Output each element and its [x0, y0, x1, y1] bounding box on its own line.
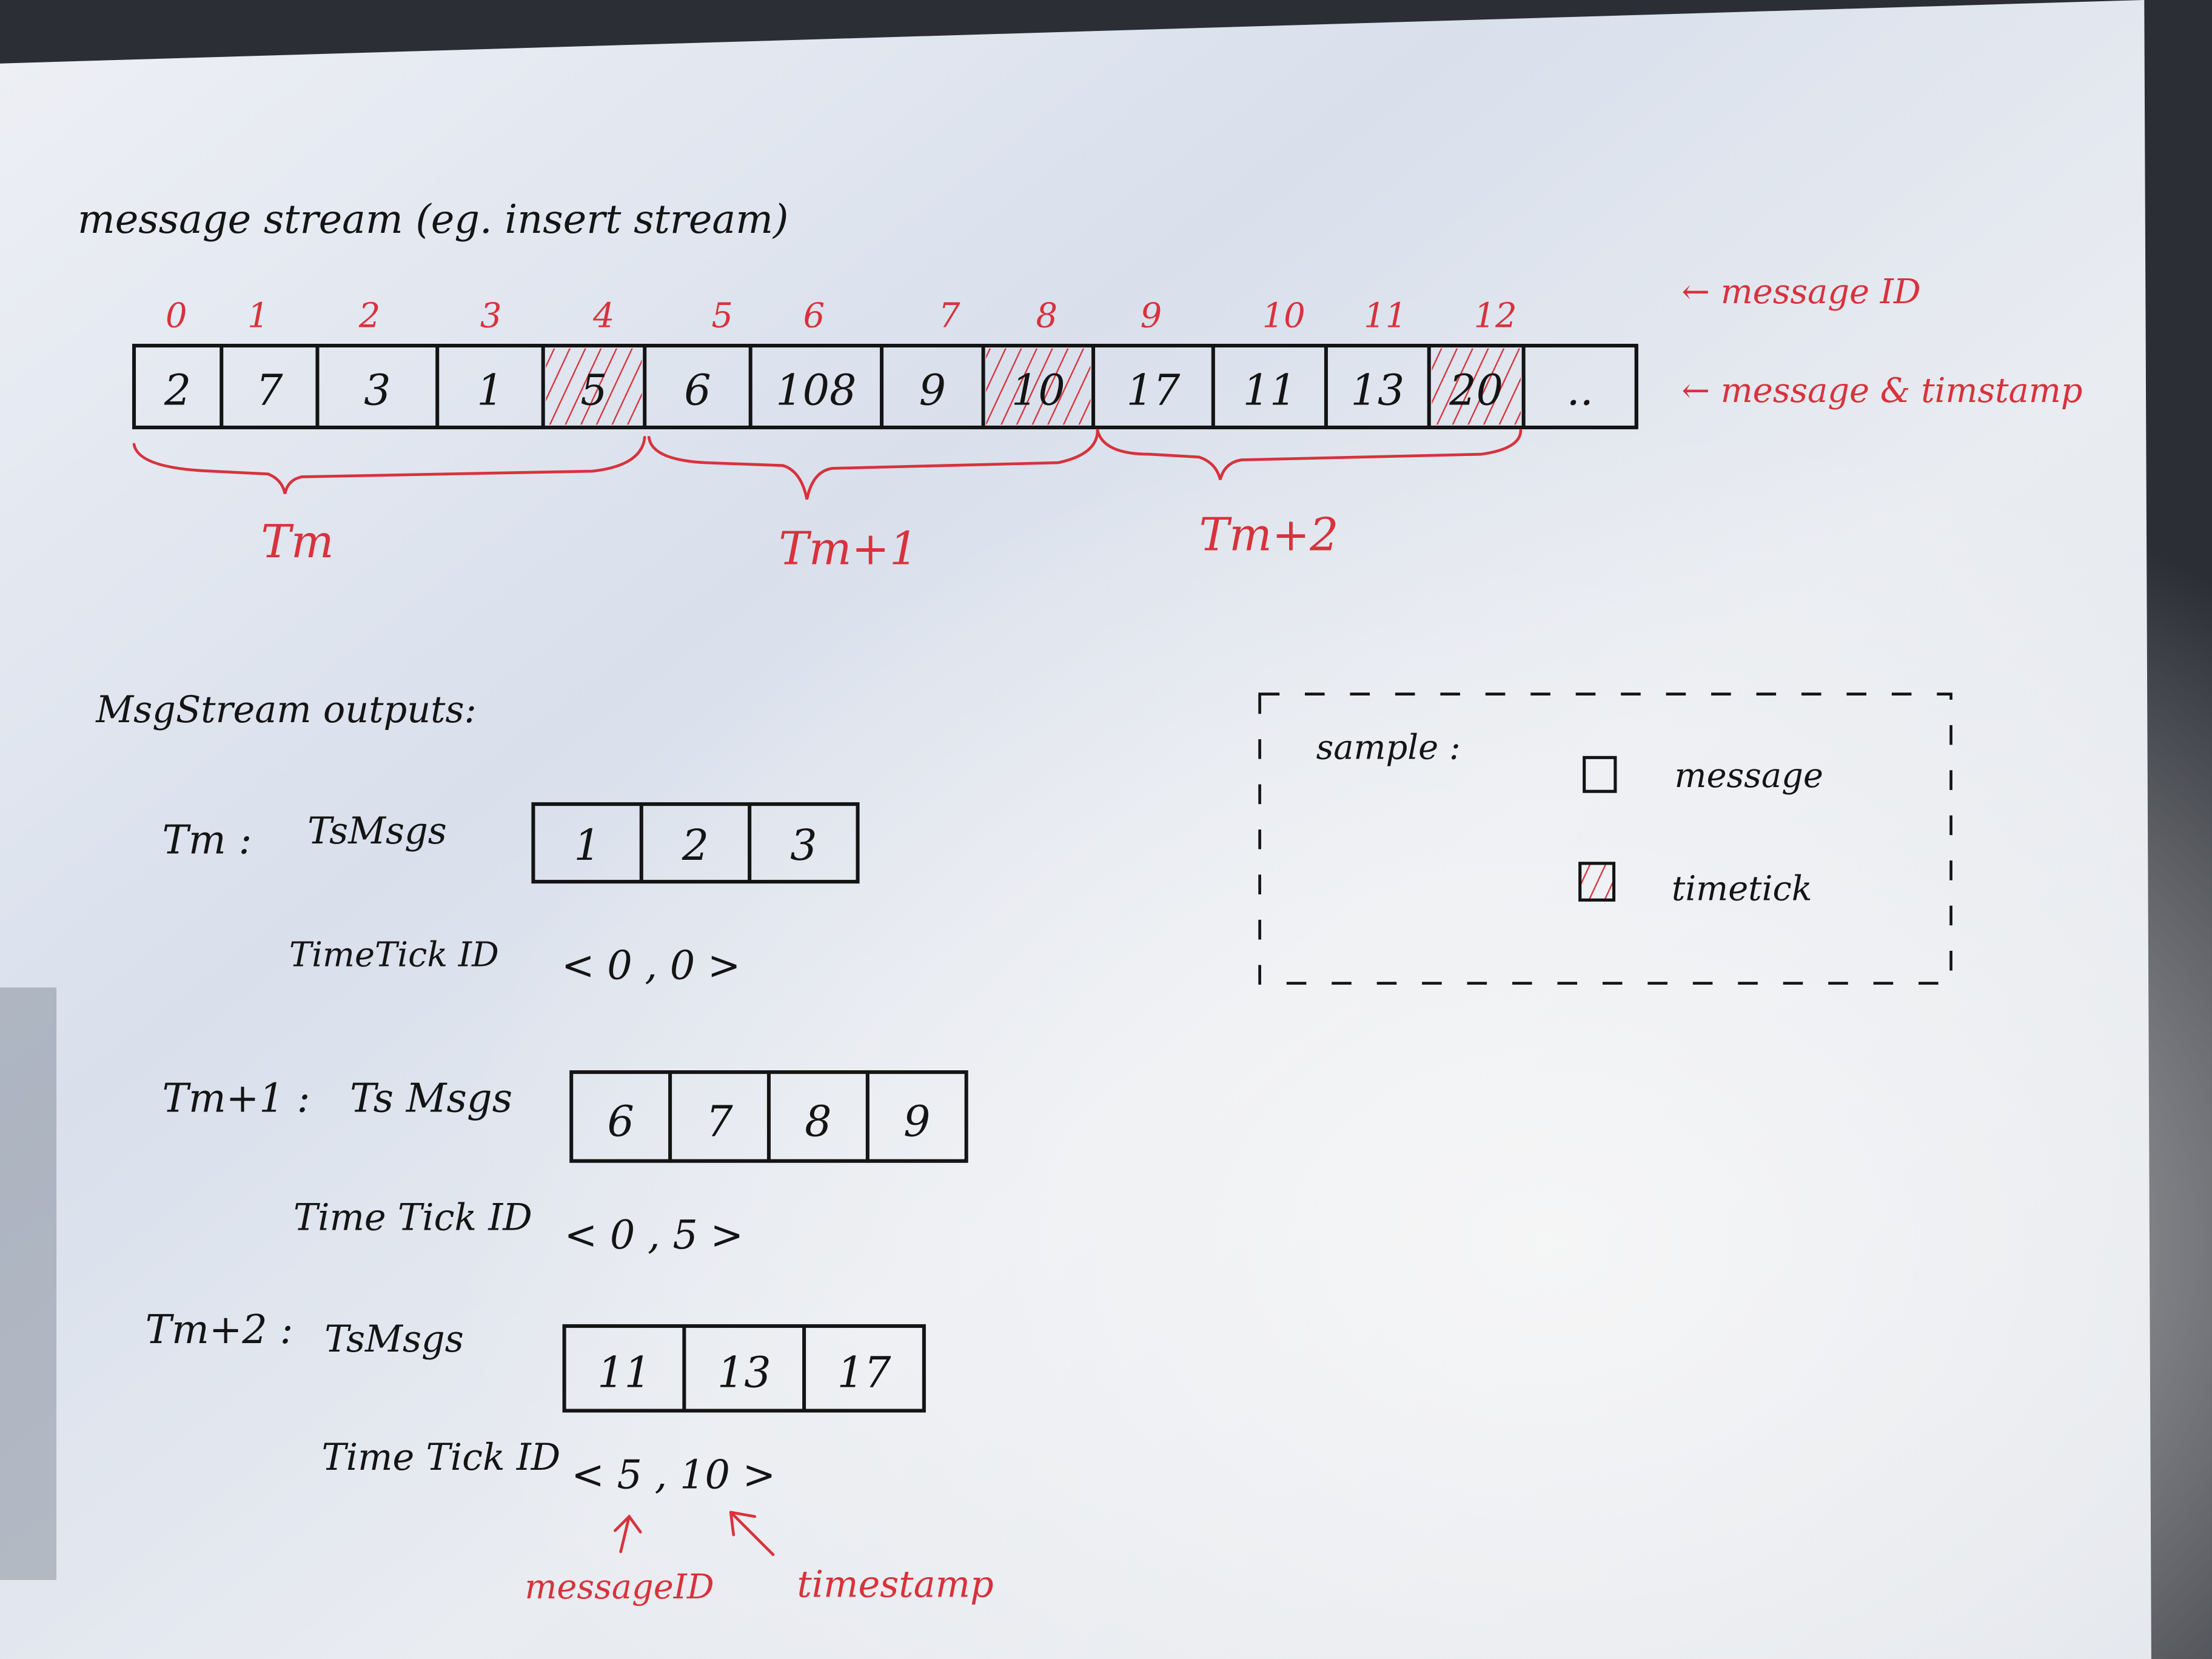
output-msg-value: 17 [837, 1348, 891, 1397]
cell-value: 20 [1449, 366, 1503, 415]
output-label-tm2: Tm+2 : [146, 1307, 293, 1353]
legend-box [1258, 692, 1952, 985]
message-id-row: 0 1 2 3 4 5 6 7 8 9 10 11 12 [166, 297, 1517, 336]
message-id-label: 0 [166, 297, 187, 336]
output-msg-value: 1 [574, 821, 600, 870]
output-msg-value: 9 [903, 1098, 930, 1147]
shadow [0, 987, 57, 1580]
cell-value: 2 [164, 366, 191, 415]
output-label-tm1: Tm+1 : [163, 1076, 310, 1121]
output-msgs-tm1: 6 7 8 9 [569, 1070, 968, 1163]
group-label-tm1: Tm+1 [779, 523, 918, 575]
message-id-annotation: ← message ID [1681, 272, 1920, 312]
message-square-icon [1583, 756, 1617, 793]
cell-value: 17 [1127, 366, 1181, 415]
message-id-label: 9 [1141, 297, 1162, 336]
cell-value: 5 [580, 366, 607, 415]
stream-outline [132, 343, 1638, 429]
timetick-label-tm2: Time Tick ID [321, 1436, 560, 1479]
message-cell: 3 [364, 343, 440, 429]
output-msg-value: 8 [805, 1098, 831, 1147]
message-cell: 9 [919, 343, 985, 429]
message-id-label: 11 [1364, 297, 1407, 336]
group-brace-tm2 [1096, 429, 1523, 480]
timetick-hatch [986, 348, 1091, 425]
message-cell: 2 [164, 343, 224, 429]
message-id-label: 10 [1262, 297, 1305, 336]
group-brace-tm1 [647, 429, 1099, 500]
message-id-label: 6 [803, 297, 825, 336]
message-id-label: 7 [939, 297, 960, 336]
output-msg-value: 2 [682, 821, 709, 870]
output-msgs-tm2: 11 13 17 [562, 1324, 926, 1413]
message-stream-cells: 2 7 3 1 5 6 108 9 10 17 11 13 20.. [132, 343, 1638, 429]
arrow-up-left-icon [729, 1510, 775, 1557]
group-brace-tm [132, 435, 646, 494]
cell-value: 6 [684, 366, 711, 415]
output-msgs-label-tm: TsMsgs [307, 810, 447, 853]
message-cell: 108 [776, 343, 884, 429]
timetick-label-tm: TimeTick ID [289, 936, 499, 975]
timetick-cell: 5 [546, 343, 647, 429]
output-msg-value: 11 [597, 1348, 651, 1397]
arrow-up-icon [614, 1514, 642, 1553]
message-id-label: 2 [358, 297, 381, 336]
cell-value: 13 [1350, 366, 1404, 415]
callout-timestamp: timestamp [797, 1564, 993, 1606]
output-msg-value: 6 [607, 1098, 634, 1147]
output-label-tm: Tm : [163, 818, 252, 863]
output-box-outline [562, 1324, 926, 1413]
output-msgs-tm: 1 2 3 [531, 802, 860, 884]
cell-value: 1 [477, 366, 503, 415]
timetick-cell: 20 [1432, 343, 1526, 429]
message-id-label: 3 [480, 297, 502, 336]
output-msg-value: 13 [717, 1348, 771, 1397]
timetick-value-tm: < 0 , 0 > [561, 943, 741, 989]
output-box-outline [531, 802, 860, 884]
cell-value: 7 [256, 366, 283, 415]
message-cell: 17 [1127, 343, 1215, 429]
message-id-label: 1 [247, 297, 269, 336]
legend-title: sample : [1316, 728, 1461, 768]
message-id-label: 8 [1036, 297, 1057, 336]
output-msgs-label-tm1: Ts Msgs [350, 1076, 512, 1121]
cell-value: 11 [1242, 366, 1296, 415]
cell-value: 3 [364, 366, 390, 415]
legend-timetick-label: timetick [1672, 869, 1812, 908]
message-cell: 1 [477, 343, 545, 429]
timetick-hatched-square-icon [1578, 862, 1616, 902]
output-msgs-label-tm2: TsMsgs [324, 1318, 464, 1361]
cell-value: 108 [776, 366, 856, 415]
timetick-value-tm2: < 5 , 10 > [571, 1452, 776, 1498]
message-cell: 13 [1350, 343, 1431, 429]
message-cell: 11 [1242, 343, 1328, 429]
output-msg-value: 3 [790, 821, 817, 870]
legend-message-label: message [1675, 756, 1823, 796]
timetick-hatch [1432, 348, 1521, 425]
timetick-hatch [546, 348, 642, 425]
cell-value: 9 [919, 366, 946, 415]
stream-title: message stream (eg. insert stream) [78, 197, 788, 243]
output-msg-value: 7 [706, 1098, 733, 1147]
timetick-label-tm1: Time Tick ID [293, 1197, 532, 1239]
outputs-heading: MsgStream outputs: [95, 689, 477, 731]
message-timestamp-annotation: ← message & timstamp [1681, 371, 2082, 411]
message-cell: 7 [256, 343, 320, 429]
message-cell: 6 [684, 343, 752, 429]
callout-message-id: messageID [525, 1567, 714, 1607]
timetick-cell: 10 [986, 343, 1096, 429]
group-label-tm2: Tm+2 [1199, 508, 1339, 561]
cell-value: 10 [1011, 366, 1065, 415]
message-id-label: 5 [711, 297, 733, 336]
cell-value: .. [1566, 366, 1593, 415]
timetick-value-tm1: < 0 , 5 > [565, 1213, 744, 1258]
message-id-label: 4 [592, 297, 615, 336]
group-label-tm: Tm [261, 515, 333, 568]
message-id-label: 12 [1474, 297, 1517, 336]
